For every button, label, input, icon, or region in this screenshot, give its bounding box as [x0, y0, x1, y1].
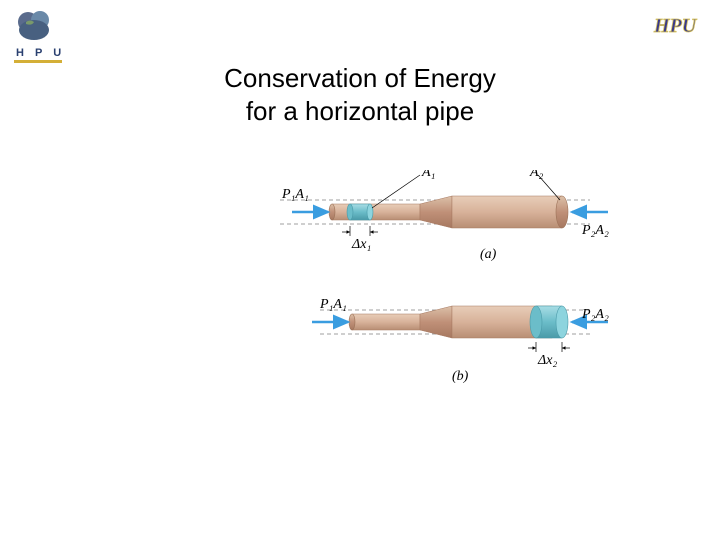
- label-a2: A₂: [529, 170, 544, 180]
- label-dx2: Δx₂: [537, 353, 557, 368]
- label-dx1: Δx₁: [351, 237, 371, 252]
- label-p2a2-b: P₂A₂: [581, 307, 609, 322]
- logo-left-text: H P U: [16, 47, 65, 59]
- caption-b: (b): [452, 369, 469, 384]
- slide-title: Conservation of Energy for a horizontal …: [0, 62, 720, 127]
- label-p1a1-b: P₁A₁: [319, 297, 347, 312]
- label-p1a1-a: P₁A₁: [281, 187, 309, 202]
- diagram-b: P₁A₁ P₂A₂ Δx₂ (b): [312, 297, 609, 384]
- label-a1: A₁: [421, 170, 435, 180]
- logo-right-text: HPU: [653, 15, 698, 37]
- hpu-logo-right: HPU: [650, 8, 708, 44]
- label-p2a2-a: P₂A₂: [581, 223, 609, 238]
- caption-a: (a): [480, 247, 497, 262]
- diagram-a: P₁A₁ A₁ A₂ P₂A₂ Δx₁ (a): [280, 170, 609, 262]
- title-line1: Conservation of Energy: [0, 62, 720, 95]
- pipe-diagram: P₁A₁ A₁ A₂ P₂A₂ Δx₁ (a): [280, 170, 640, 400]
- title-line2: for a horizontal pipe: [0, 95, 720, 128]
- hpu-logo-left: H P U: [8, 8, 68, 68]
